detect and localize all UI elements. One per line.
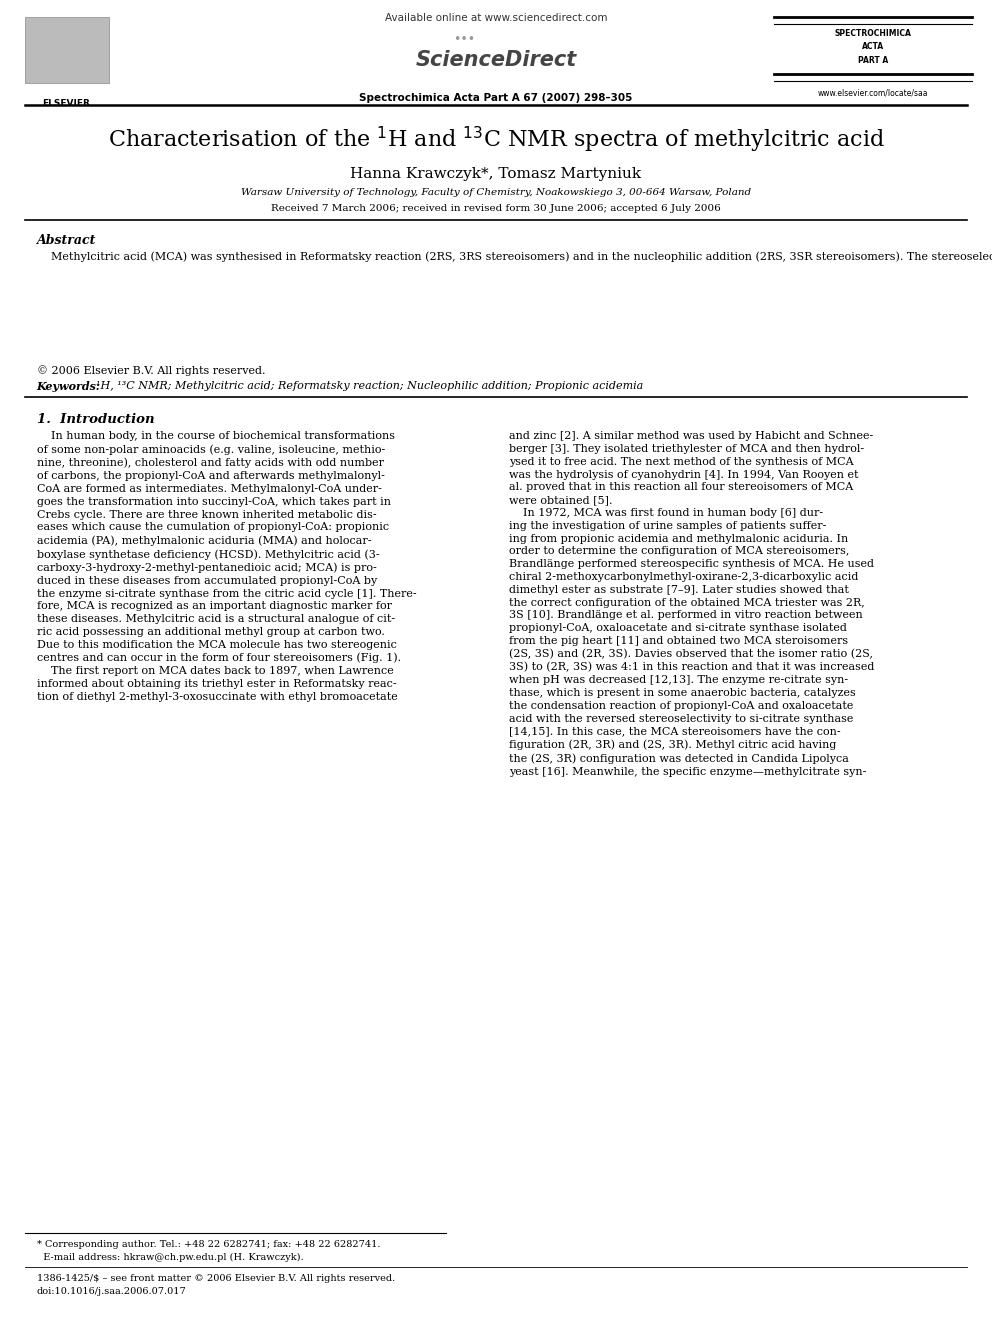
Text: Received 7 March 2006; received in revised form 30 June 2006; accepted 6 July 20: Received 7 March 2006; received in revis… xyxy=(271,204,721,213)
Text: 1.  Introduction: 1. Introduction xyxy=(37,413,155,426)
Text: ¹H, ¹³C NMR; Methylcitric acid; Reformatsky reaction; Nucleophilic addition; Pro: ¹H, ¹³C NMR; Methylcitric acid; Reformat… xyxy=(96,381,644,392)
Text: ACTA: ACTA xyxy=(862,42,884,52)
Text: Hanna Krawczyk*, Tomasz Martyniuk: Hanna Krawczyk*, Tomasz Martyniuk xyxy=(350,167,642,181)
Text: Methylcitric acid (MCA) was synthesised in Reformatsky reaction (2RS, 3RS stereo: Methylcitric acid (MCA) was synthesised … xyxy=(37,251,992,262)
Text: 1386-1425/$ – see front matter © 2006 Elsevier B.V. All rights reserved.: 1386-1425/$ – see front matter © 2006 El… xyxy=(37,1274,395,1283)
Text: doi:10.1016/j.saa.2006.07.017: doi:10.1016/j.saa.2006.07.017 xyxy=(37,1287,186,1297)
Text: * Corresponding author. Tel.: +48 22 6282741; fax: +48 22 6282741.: * Corresponding author. Tel.: +48 22 628… xyxy=(37,1240,380,1249)
Text: Spectrochimica Acta Part A 67 (2007) 298–305: Spectrochimica Acta Part A 67 (2007) 298… xyxy=(359,93,633,103)
Text: SPECTROCHIMICA: SPECTROCHIMICA xyxy=(834,29,912,38)
Text: © 2006 Elsevier B.V. All rights reserved.: © 2006 Elsevier B.V. All rights reserved… xyxy=(37,365,265,376)
Text: Keywords:: Keywords: xyxy=(37,381,104,392)
Text: PART A: PART A xyxy=(858,56,888,65)
Text: Available online at www.sciencedirect.com: Available online at www.sciencedirect.co… xyxy=(385,13,607,24)
Text: Characterisation of the $^{1}$H and $^{13}$C NMR spectra of methylcitric acid: Characterisation of the $^{1}$H and $^{1… xyxy=(107,124,885,155)
Text: www.elsevier.com/locate/saa: www.elsevier.com/locate/saa xyxy=(817,89,929,98)
Text: •••: ••• xyxy=(453,33,475,46)
Text: In human body, in the course of biochemical transformations
of some non-polar am: In human body, in the course of biochemi… xyxy=(37,431,417,703)
Text: and zinc [2]. A similar method was used by Habicht and Schnee-
berger [3]. They : and zinc [2]. A similar method was used … xyxy=(509,431,874,777)
Text: Warsaw University of Technology, Faculty of Chemistry, Noakowskiego 3, 00-664 Wa: Warsaw University of Technology, Faculty… xyxy=(241,188,751,197)
Bar xyxy=(25,17,109,83)
Text: ELSEVIER: ELSEVIER xyxy=(43,99,90,108)
Text: E-mail address: hkraw@ch.pw.edu.pl (H. Krawczyk).: E-mail address: hkraw@ch.pw.edu.pl (H. K… xyxy=(37,1253,304,1262)
Text: ScienceDirect: ScienceDirect xyxy=(416,50,576,70)
Text: Abstract: Abstract xyxy=(37,234,96,247)
